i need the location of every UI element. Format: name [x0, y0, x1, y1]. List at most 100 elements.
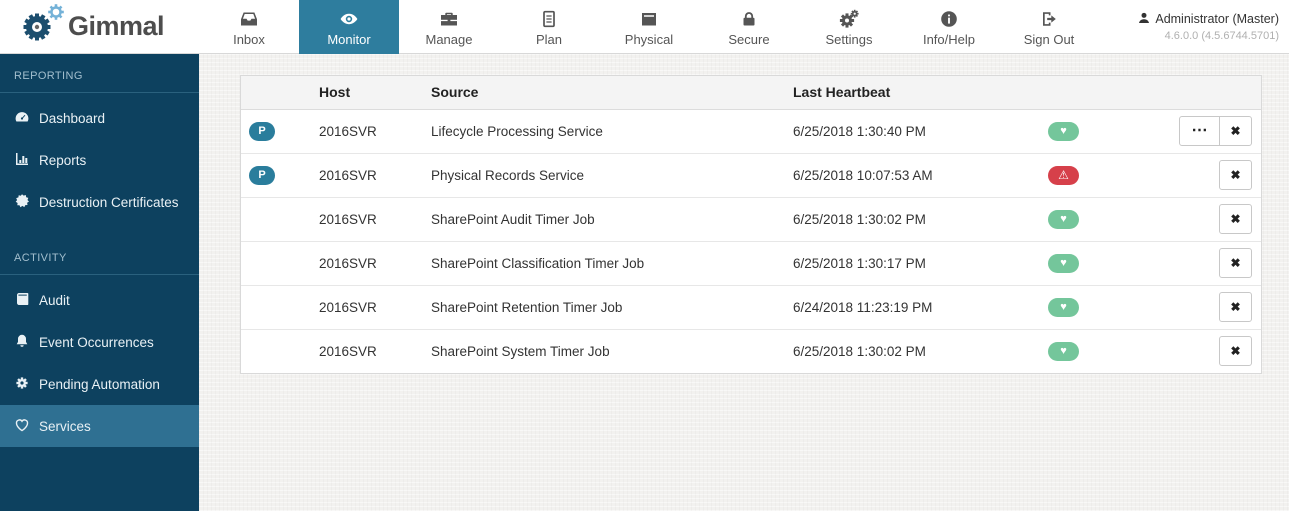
host-cell: 2016SVR	[319, 196, 431, 241]
col-host: Host	[319, 76, 431, 110]
table-row: 2016SVR SharePoint Audit Timer Job 6/25/…	[241, 196, 1261, 241]
host-cell: 2016SVR	[319, 123, 377, 139]
section-label: ACTIVITY	[14, 252, 67, 264]
row-close-button[interactable]: ✖	[1219, 292, 1252, 322]
document-icon	[539, 8, 559, 29]
inbox-icon	[239, 8, 259, 29]
heart-icon: ♥	[1060, 300, 1067, 313]
physical-badge: P	[249, 165, 275, 185]
tab-settings[interactable]: Settings	[799, 0, 899, 54]
sidebar-item-reports[interactable]: Reports	[0, 139, 199, 181]
tab-inbox[interactable]: Inbox	[199, 0, 299, 54]
gimmal-logo: Gimmal	[0, 0, 199, 53]
briefcase-icon	[439, 8, 459, 29]
table-row: P 2016SVR Physical Records Service 6/25/…	[241, 152, 1261, 197]
tab-label: Physical	[624, 32, 674, 47]
sidebar-item-label: Event Occurrences	[39, 334, 154, 350]
heartbeat-cell: 6/24/2018 11:23:19 PM	[793, 284, 1041, 329]
gear-icon	[14, 375, 30, 394]
tab-plan[interactable]: Plan	[499, 0, 599, 54]
physical-badge: P	[249, 121, 275, 141]
row-close-button[interactable]: ✖	[1219, 116, 1252, 146]
status-pill: ♥⚠	[1048, 165, 1079, 185]
sidebar-item-destruction-certificates[interactable]: Destruction Certificates	[0, 181, 199, 223]
sidebar-item-audit[interactable]: Audit	[0, 279, 199, 321]
row-close-button[interactable]: ✖	[1219, 160, 1252, 190]
row-actions: ⋯✖	[1219, 292, 1252, 322]
table-row: 2016SVR SharePoint System Timer Job 6/25…	[241, 328, 1261, 373]
tab-label: Monitor	[327, 32, 371, 47]
status-pill: ♥⚠	[1048, 209, 1079, 229]
tab-label: Inbox	[233, 32, 265, 47]
table-row: 2016SVR SharePoint Retention Timer Job 6…	[241, 284, 1261, 329]
row-actions: ⋯✖	[1219, 336, 1252, 367]
heart-outline-icon	[14, 417, 30, 436]
sidebar-section-activity: ACTIVITY Audit Event Occurrences	[0, 236, 199, 447]
services-table: Host Source Last Heartbeat P 2016SVR Lif…	[241, 76, 1261, 373]
sidebar-item-event-occurrences[interactable]: Event Occurrences	[0, 321, 199, 363]
row-actions: ⋯✖	[1179, 116, 1252, 146]
seal-icon	[14, 193, 30, 212]
section-label: REPORTING	[14, 70, 83, 82]
status-pill: ♥⚠	[1048, 341, 1079, 361]
sidebar-item-label: Reports	[39, 152, 87, 168]
status-pill: ♥⚠	[1048, 253, 1079, 273]
heart-icon: ♥	[1060, 212, 1067, 225]
tab-monitor[interactable]: Monitor	[299, 0, 399, 54]
tab-label: Sign Out	[1023, 32, 1075, 47]
table-row: P 2016SVR Lifecycle Processing Service 6…	[241, 109, 1261, 153]
eye-icon	[339, 8, 359, 29]
host-cell: 2016SVR	[319, 152, 431, 197]
heartbeat-cell: 6/25/2018 10:07:53 AM	[793, 152, 1041, 197]
tab-physical[interactable]: Physical	[599, 0, 699, 54]
gears-icon	[839, 8, 859, 29]
heartbeat-cell: 6/25/2018 1:30:40 PM	[793, 123, 926, 139]
user-icon	[1138, 12, 1150, 27]
heartbeat-cell: 6/25/2018 1:30:17 PM	[793, 240, 1041, 285]
col-last-heartbeat: Last Heartbeat	[793, 76, 1041, 110]
host-cell: 2016SVR	[319, 328, 431, 373]
heartbeat-cell: 6/25/2018 1:30:02 PM	[793, 196, 1041, 241]
info-icon	[939, 8, 959, 29]
sidebar-item-label: Destruction Certificates	[39, 194, 179, 210]
book-icon	[14, 291, 30, 310]
app-version: 4.6.0.0 (4.5.6744.5701)	[1164, 29, 1279, 42]
sidebar-item-label: Dashboard	[39, 110, 106, 126]
gimmal-gears-icon	[20, 3, 66, 50]
sidebar-item-dashboard[interactable]: Dashboard	[0, 97, 199, 139]
brand-name: Gimmal	[68, 11, 165, 41]
sidebar-item-label: Audit	[39, 292, 70, 308]
services-panel: Host Source Last Heartbeat P 2016SVR Lif…	[240, 75, 1262, 374]
bar-chart-icon	[14, 151, 30, 170]
table-row: 2016SVR SharePoint Classification Timer …	[241, 240, 1261, 285]
tab-info-help[interactable]: Info/Help	[899, 0, 999, 54]
row-menu-button[interactable]: ⋯	[1179, 116, 1220, 146]
sidebar-item-services[interactable]: Services	[0, 405, 199, 447]
heart-icon: ♥	[1060, 256, 1067, 269]
source-cell: Lifecycle Processing Service	[431, 123, 603, 139]
sidebar-item-label: Pending Automation	[39, 376, 160, 392]
main-content: Host Source Last Heartbeat P 2016SVR Lif…	[199, 54, 1289, 511]
col-source: Source	[431, 76, 793, 110]
host-cell: 2016SVR	[319, 284, 431, 329]
host-cell: 2016SVR	[319, 240, 431, 285]
section-divider	[0, 274, 199, 275]
lock-icon	[739, 8, 759, 29]
row-close-button[interactable]: ✖	[1219, 204, 1252, 234]
tab-secure[interactable]: Secure	[699, 0, 799, 54]
box-icon	[639, 8, 659, 29]
source-cell: SharePoint Retention Timer Job	[431, 284, 793, 329]
user-info: Administrator (Master) 4.6.0.0 (4.5.6744…	[1099, 0, 1289, 53]
sidebar-section-reporting: REPORTING Dashboard	[0, 54, 199, 223]
sidebar-item-pending-automation[interactable]: Pending Automation	[0, 363, 199, 405]
tab-label: Plan	[535, 32, 563, 47]
heartbeat-cell: 6/25/2018 1:30:02 PM	[793, 328, 1041, 373]
tab-manage[interactable]: Manage	[399, 0, 499, 54]
tab-sign-out[interactable]: Sign Out	[999, 0, 1099, 54]
top-nav: Gimmal Inbox Monitor Manage	[0, 0, 1289, 54]
col-actions	[1161, 76, 1261, 110]
col-badge	[241, 76, 319, 110]
row-close-button[interactable]: ✖	[1219, 336, 1252, 367]
user-name-line[interactable]: Administrator (Master)	[1138, 12, 1279, 27]
row-close-button[interactable]: ✖	[1219, 248, 1252, 278]
